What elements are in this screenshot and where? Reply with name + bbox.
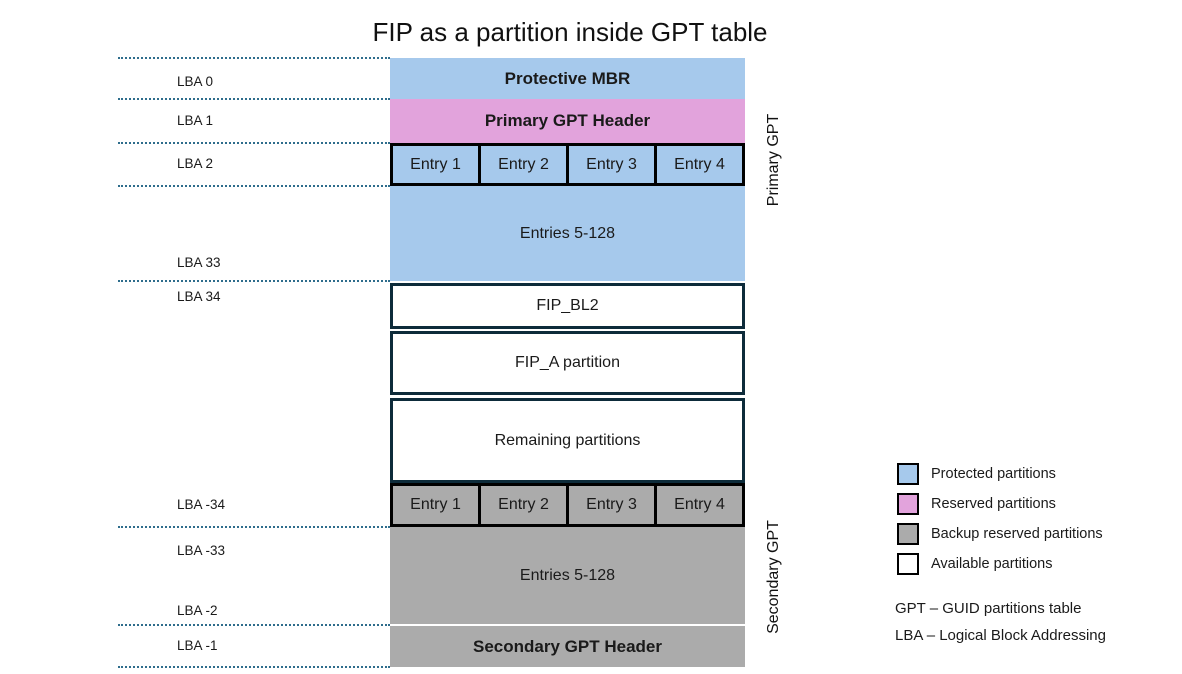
- secondary-entry-4: Entry 4: [657, 483, 745, 527]
- protected-swatch: [897, 463, 919, 485]
- legend-item-reserved: Reserved partitions: [897, 493, 1056, 515]
- lba-boundary-line: [118, 142, 390, 144]
- block-remaining-partitions: Remaining partitions: [390, 398, 745, 483]
- reserved-swatch: [897, 493, 919, 515]
- block-fip-a-partition: FIP_A partition: [390, 331, 745, 395]
- lba-label-34: LBA 34: [177, 289, 221, 304]
- primary-entry-2: Entry 2: [481, 143, 569, 186]
- legend-item-backup: Backup reserved partitions: [897, 523, 1103, 545]
- lba-label-2: LBA 2: [177, 156, 214, 171]
- lba-boundary-line: [118, 666, 390, 668]
- legend-item-protected: Protected partitions: [897, 463, 1056, 485]
- primary-entry-3: Entry 3: [569, 143, 657, 186]
- lba-boundary-line: [118, 526, 390, 528]
- lba-boundary-line: [118, 280, 390, 282]
- secondary-entry-2: Entry 2: [481, 483, 569, 527]
- legend-label: Backup reserved partitions: [931, 526, 1103, 542]
- primary-gpt-side-label: Primary GPT: [765, 113, 782, 207]
- primary-entry-1: Entry 1: [390, 143, 481, 186]
- secondary-entry-row: Entry 1 Entry 2 Entry 3 Entry 4: [390, 483, 745, 527]
- lba-abbreviation: LBA – Logical Block Addressing: [895, 627, 1106, 644]
- block-primary-gpt-header: Primary GPT Header: [390, 99, 745, 143]
- lba-label-m33: LBA -33: [177, 543, 226, 558]
- block-primary-entries-5-128: Entries 5-128: [390, 186, 745, 281]
- lba-label-0: LBA 0: [177, 74, 214, 89]
- diagram-title: FIP as a partition inside GPT table: [372, 17, 768, 47]
- primary-entry-4: Entry 4: [657, 143, 745, 186]
- legend-label: Protected partitions: [931, 466, 1056, 482]
- secondary-gpt-side-label: Secondary GPT: [765, 520, 782, 634]
- lba-label-m1: LBA -1: [177, 638, 218, 653]
- lba-label-m34: LBA -34: [177, 497, 226, 512]
- secondary-entry-3: Entry 3: [569, 483, 657, 527]
- lba-label-33: LBA 33: [177, 255, 221, 270]
- legend-label: Reserved partitions: [931, 496, 1056, 512]
- secondary-entry-1: Entry 1: [390, 483, 481, 527]
- legend-item-available: Available partitions: [897, 553, 1052, 575]
- primary-entry-row: Entry 1 Entry 2 Entry 3 Entry 4: [390, 143, 745, 186]
- block-secondary-gpt-header: Secondary GPT Header: [390, 626, 745, 667]
- lba-boundary-line: [118, 98, 390, 100]
- block-protective-mbr: Protective MBR: [390, 58, 745, 99]
- lba-label-1: LBA 1: [177, 113, 214, 128]
- backup-swatch: [897, 523, 919, 545]
- lba-label-m2: LBA -2: [177, 603, 218, 618]
- available-swatch: [897, 553, 919, 575]
- lba-boundary-line: [118, 185, 390, 187]
- lba-boundary-line: [118, 57, 390, 59]
- gpt-abbreviation: GPT – GUID partitions table: [895, 600, 1082, 617]
- lba-boundary-line: [118, 624, 390, 626]
- block-secondary-entries-5-128: Entries 5-128: [390, 527, 745, 624]
- legend-label: Available partitions: [931, 556, 1053, 572]
- block-fip-bl2: FIP_BL2: [390, 283, 745, 329]
